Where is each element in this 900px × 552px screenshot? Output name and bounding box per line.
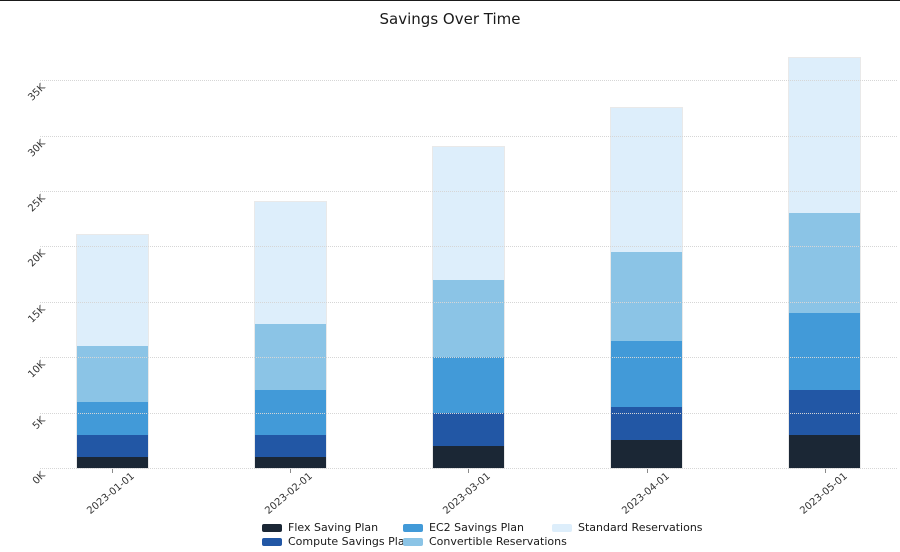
bar-segment-convertible-reservations[interactable] — [432, 279, 504, 358]
legend-label: Convertible Reservations — [429, 535, 567, 548]
bar-segment-standard-reservations[interactable] — [254, 202, 326, 324]
y-axis-tick-label: 5K — [30, 414, 48, 432]
x-axis-tick — [646, 469, 648, 473]
x-axis-tick — [824, 469, 826, 473]
gridline — [40, 301, 897, 303]
y-axis-tick-label: 15K — [26, 303, 48, 326]
bar-segment-compute-savings-plan[interactable] — [254, 434, 326, 457]
y-axis-tick-label: 30K — [26, 137, 48, 160]
gridline — [40, 80, 897, 82]
legend-item-standard-reservations[interactable]: Standard Reservations — [552, 521, 703, 534]
y-axis-tick-label: 25K — [26, 193, 48, 215]
legend-label: Compute Savings Plan — [288, 535, 412, 548]
bar-segment-convertible-reservations[interactable] — [611, 251, 683, 341]
chart-title: Savings Over Time — [379, 10, 521, 28]
legend-swatch-icon — [552, 523, 572, 532]
y-axis-tick-label: 10K — [26, 359, 48, 381]
gridline — [40, 191, 897, 192]
bar-segment-standard-reservations[interactable] — [611, 107, 683, 252]
y-axis-tick-label: 20K — [26, 248, 48, 270]
bar-segment-ec2-savings-plan[interactable] — [611, 340, 683, 408]
bar-segment-flex-saving-plan[interactable] — [611, 440, 683, 468]
bar-segment-ec2-savings-plan[interactable] — [789, 312, 861, 391]
x-axis-tick-label: 2023-05-01 — [798, 470, 850, 517]
legend-label: Standard Reservations — [578, 521, 703, 534]
legend-label: Flex Saving Plan — [288, 521, 379, 534]
legend-column: EC2 Savings Plan Convertible Reservations — [403, 521, 567, 548]
bar-segment-flex-saving-plan[interactable] — [254, 456, 326, 468]
x-axis-tick — [290, 469, 292, 473]
gridline — [40, 135, 897, 137]
legend-label: EC2 Savings Plan — [429, 521, 524, 534]
x-axis-tick-label: 2023-01-01 — [85, 470, 137, 517]
legend-swatch-icon — [262, 537, 282, 546]
bar-segment-compute-savings-plan[interactable] — [432, 412, 504, 446]
legend-swatch-icon — [262, 523, 282, 532]
bar-segment-flex-saving-plan[interactable] — [789, 434, 861, 468]
x-axis-tick — [112, 469, 113, 473]
legend-column: Flex Saving Plan Compute Savings Plan — [262, 521, 412, 548]
bar-segment-convertible-reservations[interactable] — [76, 346, 148, 402]
bar-segment-flex-saving-plan[interactable] — [76, 456, 148, 468]
legend-column: Standard Reservations — [552, 521, 703, 534]
legend-swatch-icon — [403, 537, 423, 546]
bar-segment-ec2-savings-plan[interactable] — [432, 357, 504, 413]
legend-swatch-icon — [403, 523, 423, 532]
bar-segment-flex-saving-plan[interactable] — [432, 445, 504, 468]
gridline — [40, 357, 897, 359]
x-axis-tick-label: 2023-04-01 — [619, 470, 672, 517]
gridline — [40, 468, 897, 469]
legend-item-convertible-reservations[interactable]: Convertible Reservations — [403, 535, 567, 548]
y-axis-tick-label: 0K — [30, 470, 48, 487]
bar-segment-ec2-savings-plan[interactable] — [76, 401, 148, 435]
bar-segment-standard-reservations[interactable] — [789, 58, 861, 214]
gridline — [40, 412, 897, 414]
x-axis-tick-label: 2023-02-01 — [263, 470, 316, 517]
legend-item-compute-savings-plan[interactable]: Compute Savings Plan — [262, 535, 412, 548]
legend-item-ec2-savings-plan[interactable]: EC2 Savings Plan — [403, 521, 567, 534]
bar-segment-convertible-reservations[interactable] — [789, 213, 861, 313]
gridline — [40, 246, 897, 248]
bar-segment-standard-reservations[interactable] — [76, 235, 148, 347]
bar-segment-compute-savings-plan[interactable] — [611, 407, 683, 441]
x-axis-tick-label: 2023-03-01 — [441, 470, 494, 517]
x-axis-tick — [468, 469, 470, 473]
bar-segment-compute-savings-plan[interactable] — [76, 434, 148, 457]
bar-segment-standard-reservations[interactable] — [432, 146, 504, 280]
y-axis-tick-label: 35K — [26, 82, 48, 104]
legend-item-flex-saving-plan[interactable]: Flex Saving Plan — [262, 521, 412, 534]
